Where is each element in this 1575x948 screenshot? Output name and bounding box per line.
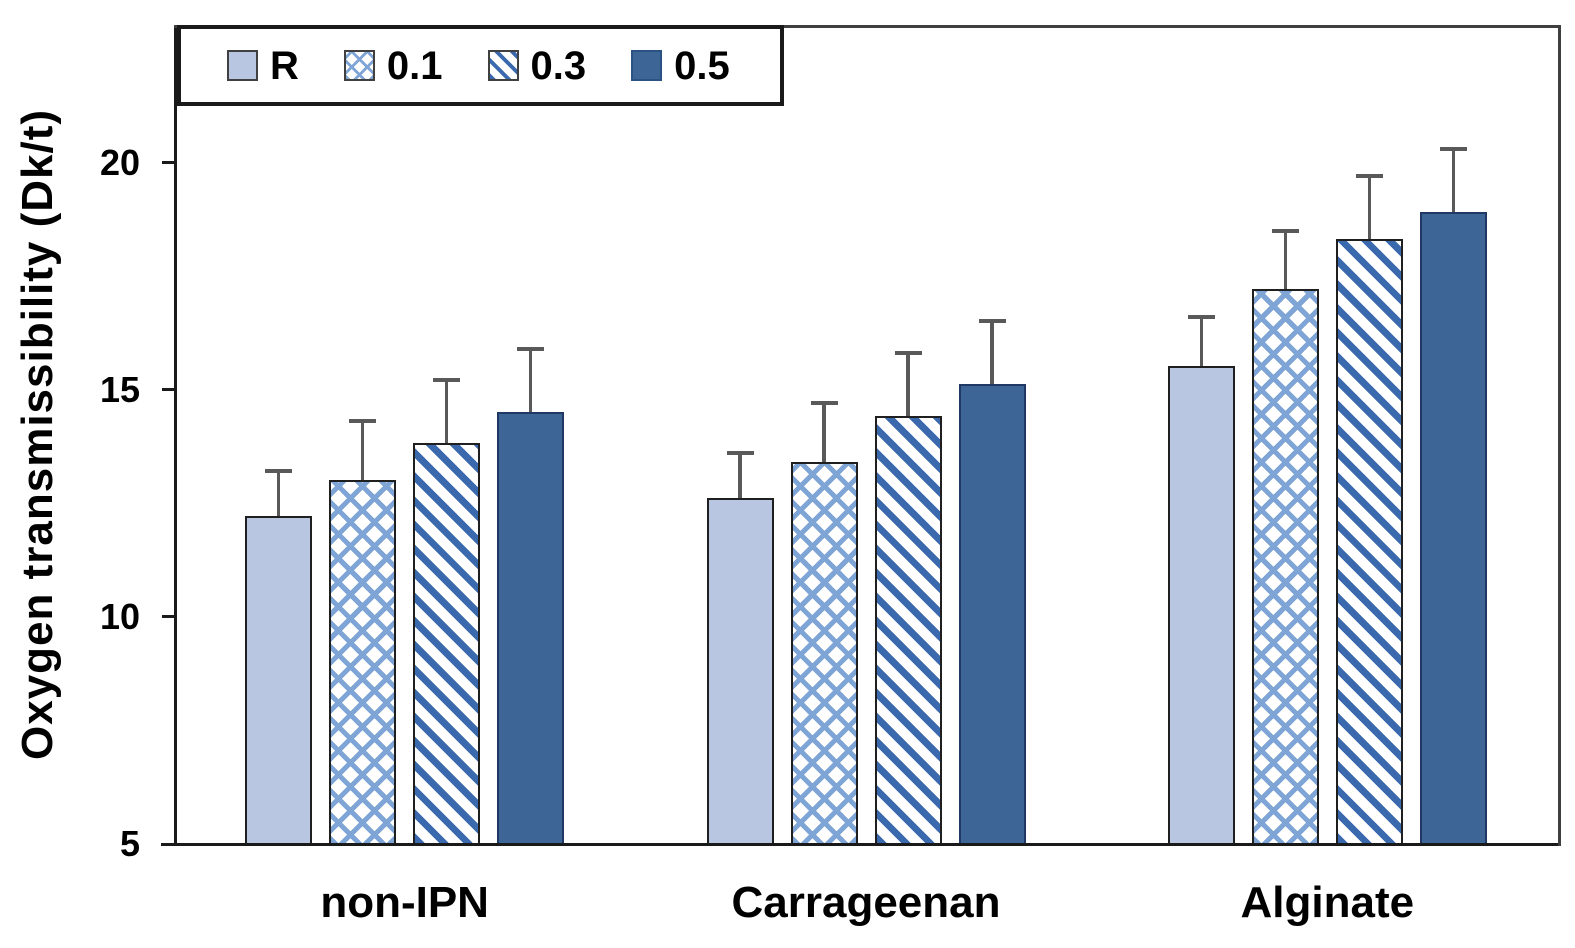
legend: R 0.1 0.3 0.5 xyxy=(177,25,784,106)
bar-0.5-Carrageenan xyxy=(958,384,1026,845)
error-bar-0.3-Alginate xyxy=(1367,175,1372,240)
y-tick-label-5: 5 xyxy=(119,823,140,864)
legend-swatch-0.1 xyxy=(343,50,375,81)
bar-0.3-non-IPN xyxy=(413,443,481,845)
y-tick-mark-15 xyxy=(162,388,175,391)
x-category-label-non-IPN: non-IPN xyxy=(320,878,489,927)
bar-0.5-non-IPN xyxy=(497,411,565,845)
error-cap-0.1-non-IPN xyxy=(349,419,377,424)
error-bar-0.1-Carrageenan xyxy=(822,402,826,462)
legend-label-0.3: 0.3 xyxy=(530,43,587,88)
error-cap-0.3-Alginate xyxy=(1355,174,1383,179)
error-cap-R-Alginate xyxy=(1187,314,1215,319)
error-cap-0.1-Carrageenan xyxy=(810,401,838,406)
bar-0.3-Alginate xyxy=(1335,239,1403,845)
legend-label-0.1: 0.1 xyxy=(386,43,443,88)
y-tick-mark-20 xyxy=(162,161,175,164)
legend-item-0.1: 0.1 xyxy=(343,43,443,88)
error-cap-R-non-IPN xyxy=(265,469,293,474)
y-tick-label-20: 20 xyxy=(99,142,140,183)
error-bar-0.3-non-IPN xyxy=(444,379,449,444)
error-bar-0.5-Alginate xyxy=(1451,148,1456,212)
legend-swatch-0.5 xyxy=(631,50,663,81)
error-cap-0.3-non-IPN xyxy=(433,378,461,383)
error-bar-R-non-IPN xyxy=(276,470,281,517)
error-bar-0.3-Carrageenan xyxy=(906,352,910,417)
legend-item-R: R xyxy=(227,46,299,86)
error-bar-R-Alginate xyxy=(1199,316,1204,367)
error-cap-0.5-Carrageenan xyxy=(978,319,1006,324)
error-cap-0.5-Alginate xyxy=(1439,146,1467,151)
error-bar-0.1-non-IPN xyxy=(360,420,365,480)
bar-0.1-non-IPN xyxy=(329,479,397,845)
error-cap-R-Carrageenan xyxy=(726,451,754,456)
plot-top-border xyxy=(174,25,1561,28)
error-cap-0.1-Alginate xyxy=(1271,228,1299,233)
bar-0.1-Carrageenan xyxy=(790,461,858,845)
error-cap-0.5-non-IPN xyxy=(517,346,545,351)
legend-swatch-0.3 xyxy=(487,50,519,81)
error-cap-0.3-Carrageenan xyxy=(894,351,922,356)
bar-0.1-Alginate xyxy=(1251,289,1319,845)
bar-R-non-IPN xyxy=(245,516,313,845)
x-axis-line xyxy=(161,843,1561,846)
x-category-label-Carrageenan: Carrageenan xyxy=(731,878,1001,927)
y-tick-label-15: 15 xyxy=(99,369,140,410)
x-category-label-Alginate: Alginate xyxy=(1240,878,1415,927)
legend-swatch-R xyxy=(227,50,258,81)
error-bar-0.1-Alginate xyxy=(1283,230,1288,290)
bar-R-Carrageenan xyxy=(706,497,774,845)
y-tick-label-10: 10 xyxy=(99,596,140,637)
error-bar-0.5-Carrageenan xyxy=(990,320,994,385)
y-tick-mark-10 xyxy=(162,615,175,618)
legend-item-0.5: 0.5 xyxy=(631,46,730,86)
y-axis-line xyxy=(174,25,177,846)
bar-0.5-Alginate xyxy=(1419,211,1487,845)
bar-0.3-Carrageenan xyxy=(874,416,942,845)
error-bar-R-Carrageenan xyxy=(738,452,742,498)
legend-item-0.3: 0.3 xyxy=(487,43,587,88)
plot-right-border xyxy=(1558,25,1561,846)
legend-label-R: R xyxy=(270,43,299,88)
legend-label-0.5: 0.5 xyxy=(674,43,730,88)
bar-R-Alginate xyxy=(1167,366,1235,845)
error-bar-0.5-non-IPN xyxy=(528,348,533,412)
